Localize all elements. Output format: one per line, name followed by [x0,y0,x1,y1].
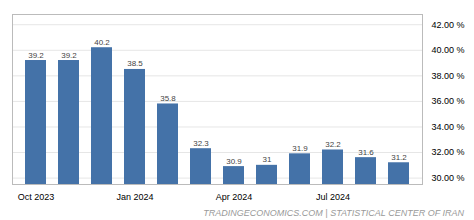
svg-text:32.2: 32.2 [325,140,341,149]
svg-text:39.2: 39.2 [61,51,77,60]
svg-text:40.00 %: 40.00 % [432,45,465,55]
svg-text:30.00 %: 30.00 % [432,173,465,183]
svg-text:32.3: 32.3 [193,139,209,148]
svg-text:38.5: 38.5 [127,59,143,68]
svg-text:Jul 2024: Jul 2024 [316,192,350,202]
svg-text:31.9: 31.9 [292,144,308,153]
svg-text:38.00 %: 38.00 % [432,71,465,81]
svg-text:31.2: 31.2 [391,153,407,162]
svg-text:32.00 %: 32.00 % [432,147,465,157]
svg-text:31.6: 31.6 [358,148,374,157]
svg-text:42.00 %: 42.00 % [432,20,465,30]
svg-text:Apr 2024: Apr 2024 [216,192,253,202]
svg-text:39.2: 39.2 [28,51,44,60]
svg-text:35.8: 35.8 [160,94,176,103]
svg-text:30.9: 30.9 [226,157,242,166]
svg-text:31: 31 [263,155,272,164]
svg-text:36.00 %: 36.00 % [432,96,465,106]
svg-text:40.2: 40.2 [94,38,110,47]
svg-text:34.00 %: 34.00 % [432,122,465,132]
html-text:TRADINGECONOMICS.COM | STATIST: TRADINGECONOMICS.COM | STATISTICAL CENTE… [203,208,464,218]
svg-text:Oct 2023: Oct 2023 [18,192,55,202]
svg-text:Jan 2024: Jan 2024 [116,192,153,202]
